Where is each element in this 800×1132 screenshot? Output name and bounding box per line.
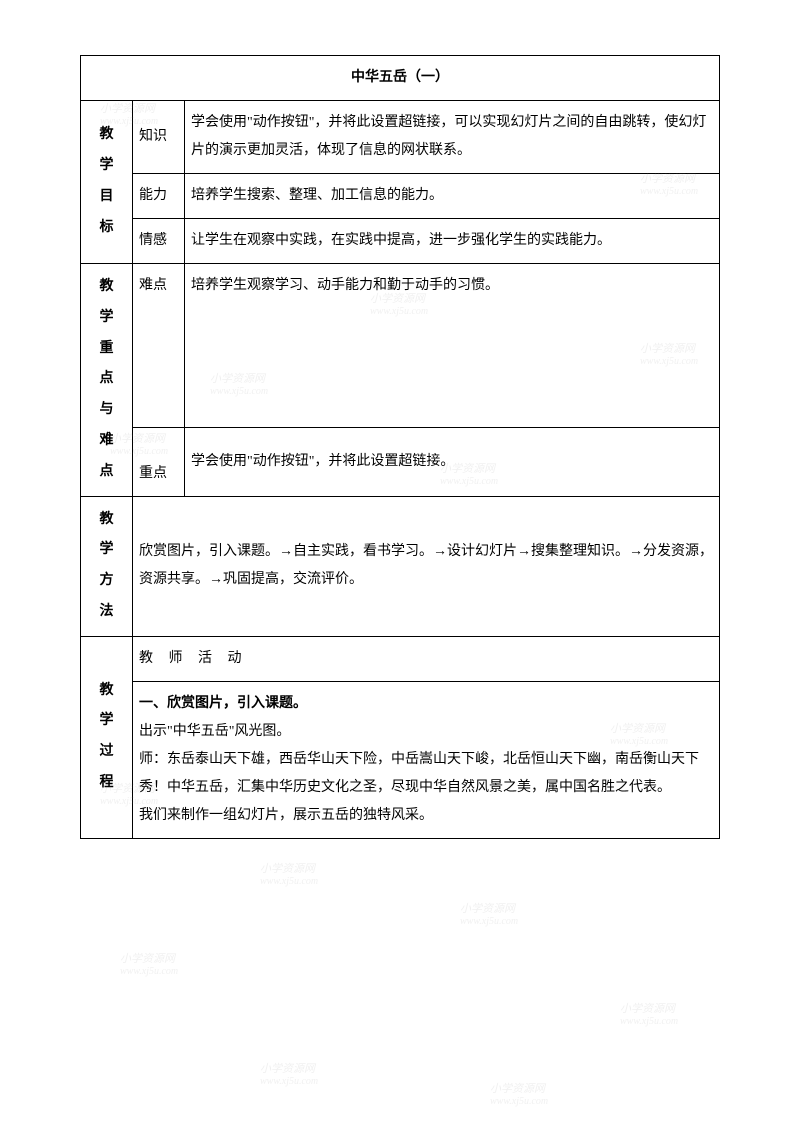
process-header-row: 教学过程 教 师 活 动 [81,636,720,681]
watermark: 小学资源网www.xj5u.com [260,860,318,887]
watermark: 小学资源网www.xj5u.com [260,1060,318,1087]
objectives-row-1: 教学目标 知识 学会使用"动作按钮"，并将此设置超链接，可以实现幻灯片之间的自由… [81,101,720,174]
ability-content: 培养学生搜索、整理、加工信息的能力。 [185,174,720,219]
process-section1-title: 一、欣赏图片，引入课题。 [139,690,713,718]
knowledge-sub-label: 知识 [133,101,185,174]
methods-row: 教学方法 欣赏图片，引入课题。→自主实践，看书学习。→设计幻灯片→搜集整理知识。… [81,496,720,636]
keypoint-content: 学会使用"动作按钮"，并将此设置超链接。 [185,427,720,496]
watermark: 小学资源网www.xj5u.com [490,1080,548,1107]
process-label-text: 教学过程 [100,683,114,790]
emotion-content: 让学生在观察中实践，在实践中提高，进一步强化学生的实践能力。 [185,219,720,264]
process-content-row: 一、欣赏图片，引入课题。 出示"中华五岳"风光图。 师：东岳泰山天下雄，西岳华山… [81,681,720,838]
title-row: 中华五岳（一） [81,56,720,101]
watermark: 小学资源网www.xj5u.com [460,900,518,927]
objectives-row-3: 情感 让学生在观察中实践，在实践中提高，进一步强化学生的实践能力。 [81,219,720,264]
watermark: 小学资源网www.xj5u.com [120,950,178,977]
focus-label-text: 教学重点与难点 [100,279,114,479]
emotion-sub-label: 情感 [133,219,185,264]
methods-label: 教学方法 [81,496,133,636]
lesson-plan-table: 中华五岳（一） 教学目标 知识 学会使用"动作按钮"，并将此设置超链接，可以实现… [80,55,720,839]
ability-sub-label: 能力 [133,174,185,219]
methods-label-text: 教学方法 [100,512,114,619]
knowledge-content: 学会使用"动作按钮"，并将此设置超链接，可以实现幻灯片之间的自由跳转，使幻灯片的… [185,101,720,174]
difficulty-sub-label: 难点 [133,264,185,428]
objectives-label-text: 教学目标 [100,127,114,234]
process-line-1: 出示"中华五岳"风光图。 [139,718,713,746]
process-label: 教学过程 [81,636,133,838]
lesson-title: 中华五岳（一） [81,56,720,101]
difficulty-content: 培养学生观察学习、动手能力和勤于动手的习惯。 [185,264,720,428]
methods-content: 欣赏图片，引入课题。→自主实践，看书学习。→设计幻灯片→搜集整理知识。→分发资源… [133,496,720,636]
activity-header: 教 师 活 动 [133,636,720,681]
process-line-3: 我们来制作一组幻灯片，展示五岳的独特风采。 [139,802,713,830]
process-line-2: 师：东岳泰山天下雄，西岳华山天下险，中岳嵩山天下峻，北岳恒山天下幽，南岳衡山天下… [139,746,713,802]
process-content: 一、欣赏图片，引入课题。 出示"中华五岳"风光图。 师：东岳泰山天下雄，西岳华山… [133,681,720,838]
objectives-label: 教学目标 [81,101,133,264]
objectives-row-2: 能力 培养学生搜索、整理、加工信息的能力。 [81,174,720,219]
focus-row-2: 重点 学会使用"动作按钮"，并将此设置超链接。 [81,427,720,496]
focus-row-1: 教学重点与难点 难点 培养学生观察学习、动手能力和勤于动手的习惯。 [81,264,720,428]
keypoint-sub-label: 重点 [133,427,185,496]
watermark: 小学资源网www.xj5u.com [620,1000,678,1027]
focus-label: 教学重点与难点 [81,264,133,497]
